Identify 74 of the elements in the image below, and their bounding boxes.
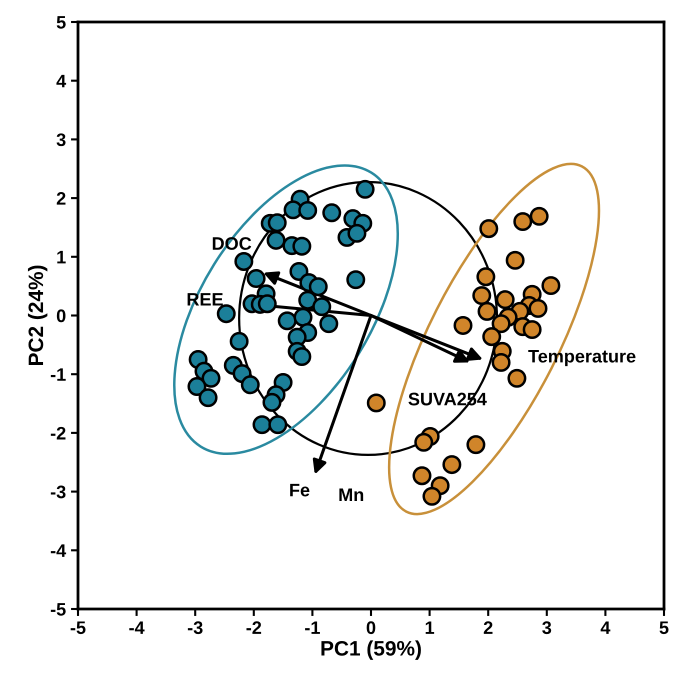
point	[476, 267, 496, 286]
y-tick-label: -5	[50, 603, 66, 616]
point	[414, 432, 434, 452]
x-tick-label: -2	[246, 621, 262, 634]
x-tick-label: -3	[188, 621, 203, 634]
point	[298, 290, 318, 310]
point	[308, 277, 328, 296]
point	[506, 250, 525, 270]
point	[541, 276, 560, 296]
y-tick-label: 0	[56, 309, 66, 322]
x-tick-label: -1	[305, 621, 320, 634]
point	[422, 486, 442, 506]
point	[442, 455, 462, 474]
x-tick-label: 2	[484, 621, 492, 634]
point	[466, 435, 486, 454]
point	[479, 219, 498, 238]
point	[202, 368, 220, 388]
point	[366, 393, 386, 412]
point	[312, 297, 332, 316]
y-axis-title: PC2 (24%)	[28, 266, 48, 366]
y-tick-label: 4	[56, 74, 66, 88]
point	[262, 392, 282, 412]
point	[230, 332, 249, 351]
point	[278, 311, 297, 330]
annotation: Fe	[290, 484, 310, 496]
x-axis-title: PC1 (59%)	[321, 640, 421, 660]
point	[266, 230, 286, 250]
point	[530, 206, 549, 226]
point	[347, 224, 366, 243]
y-tick-label: -3	[50, 486, 66, 498]
point	[513, 212, 532, 232]
y-tick-label: 3	[56, 133, 66, 146]
point	[356, 180, 375, 199]
point	[240, 375, 260, 394]
x-tick-label: -4	[129, 621, 145, 634]
y-tick-label: -1	[50, 368, 66, 381]
x-tick-label: 1	[426, 621, 434, 634]
point	[252, 415, 272, 434]
y-tick-label: 5	[56, 16, 66, 29]
point	[492, 352, 511, 372]
point	[482, 327, 502, 346]
y-tick-label: -2	[50, 426, 66, 440]
x-tick-label: 5	[660, 621, 669, 634]
point	[478, 302, 496, 321]
point	[322, 203, 342, 222]
point	[319, 314, 338, 334]
point	[187, 377, 206, 396]
point	[528, 298, 548, 318]
point	[522, 320, 542, 340]
point	[492, 314, 511, 334]
point	[292, 236, 312, 256]
x-tick-label: 4	[600, 621, 610, 634]
point	[258, 294, 277, 314]
point	[234, 252, 254, 271]
annotation: Mn	[339, 488, 364, 501]
point	[268, 213, 287, 232]
point	[292, 347, 312, 366]
point	[198, 388, 218, 408]
y-tick-label: 2	[56, 192, 66, 205]
point	[346, 270, 366, 290]
x-tick-label: 0	[366, 621, 376, 634]
point	[289, 262, 308, 281]
point	[507, 368, 526, 388]
point	[216, 304, 236, 324]
point	[298, 200, 318, 220]
point	[268, 415, 288, 434]
point	[496, 290, 515, 310]
x-tick-label: -5	[70, 621, 86, 634]
point	[412, 466, 432, 486]
x-tick-label: 3	[542, 621, 552, 634]
y-tick-label: 1	[57, 250, 66, 264]
y-tick-label: -4	[50, 544, 66, 557]
point	[472, 286, 492, 306]
point	[246, 269, 266, 288]
